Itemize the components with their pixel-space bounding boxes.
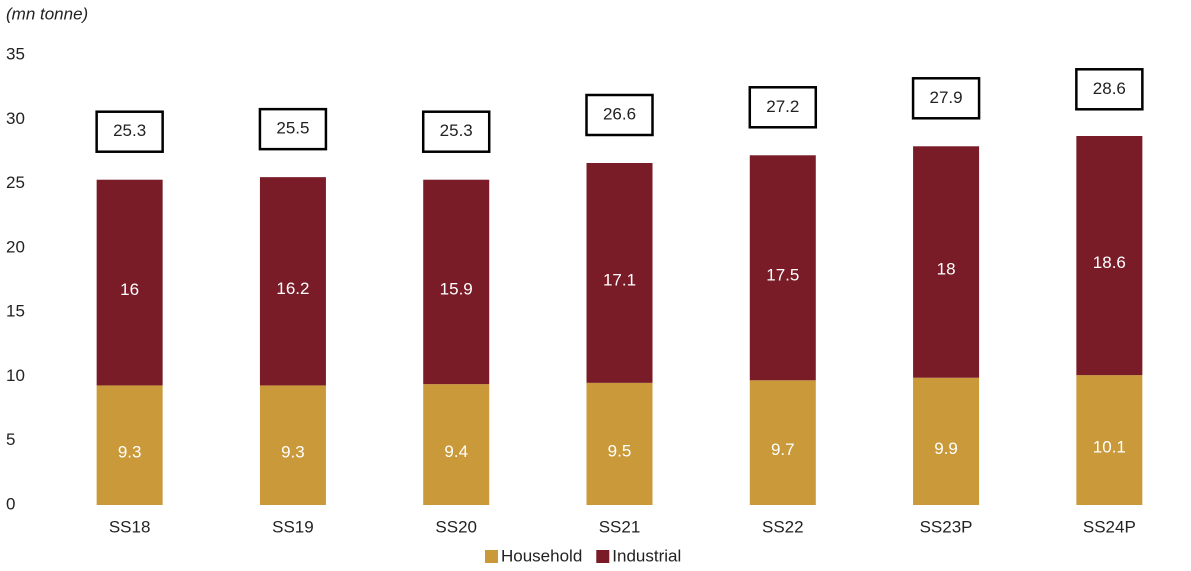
value-label: 17.1 bbox=[603, 270, 636, 289]
value-label: 9.9 bbox=[934, 439, 958, 458]
value-label: 16.2 bbox=[276, 279, 309, 298]
value-label: 15.9 bbox=[440, 279, 473, 298]
bar-segment bbox=[96, 179, 163, 386]
total-label: 28.6 bbox=[1093, 79, 1126, 98]
y-tick-label: 35 bbox=[6, 44, 25, 63]
value-label: 9.3 bbox=[281, 443, 305, 462]
total-box bbox=[585, 93, 654, 137]
value-label: 9.7 bbox=[771, 440, 795, 459]
total-box bbox=[748, 86, 818, 129]
x-tick-label: SS23P bbox=[920, 517, 973, 536]
bar-segment bbox=[259, 177, 326, 386]
total-label: 26.6 bbox=[603, 104, 636, 123]
x-tick-label: SS18 bbox=[109, 517, 151, 536]
y-tick-label: 25 bbox=[6, 173, 25, 192]
bar-segment bbox=[586, 163, 653, 383]
value-label: 9.4 bbox=[444, 442, 468, 461]
total-label: 25.3 bbox=[113, 121, 146, 140]
value-label: 18.6 bbox=[1093, 253, 1126, 272]
x-tick-label: SS24P bbox=[1083, 517, 1136, 536]
bar-segment bbox=[586, 382, 653, 505]
value-label: 9.3 bbox=[118, 443, 142, 462]
bar-segment bbox=[423, 384, 490, 505]
bar-segment bbox=[749, 380, 816, 505]
x-tick-label: SS21 bbox=[599, 517, 641, 536]
bar-segment bbox=[96, 385, 163, 505]
bar-segment bbox=[1076, 375, 1143, 505]
value-label: 10.1 bbox=[1093, 438, 1126, 457]
bar-segment bbox=[913, 146, 980, 378]
y-tick-label: 5 bbox=[6, 430, 15, 449]
y-tick-label: 30 bbox=[6, 109, 25, 128]
total-box bbox=[95, 110, 164, 153]
legend-label: Industrial bbox=[612, 546, 681, 565]
total-box bbox=[1075, 68, 1144, 111]
total-label: 25.3 bbox=[440, 121, 473, 140]
legend-label: Household bbox=[501, 546, 582, 565]
axis-label: (mn tonne) bbox=[6, 4, 88, 23]
bar-segment bbox=[423, 179, 490, 385]
value-label: 18 bbox=[937, 259, 956, 278]
total-box bbox=[911, 77, 981, 120]
y-tick-label: 20 bbox=[6, 237, 25, 256]
x-tick-label: SS19 bbox=[272, 517, 314, 536]
bar-segment bbox=[259, 385, 326, 505]
x-tick-label: SS20 bbox=[435, 517, 477, 536]
y-tick-label: 0 bbox=[6, 494, 15, 513]
total-box bbox=[421, 110, 491, 153]
x-tick-label: SS22 bbox=[762, 517, 804, 536]
value-label: 16 bbox=[120, 280, 139, 299]
y-tick-label: 15 bbox=[6, 302, 25, 321]
legend-swatch bbox=[596, 550, 610, 563]
value-label: 17.5 bbox=[766, 265, 799, 284]
bar-segment bbox=[913, 377, 980, 505]
total-label: 25.5 bbox=[276, 119, 309, 138]
bar-segment bbox=[1076, 136, 1143, 376]
bar-segment bbox=[749, 155, 816, 381]
legend-swatch bbox=[485, 550, 498, 563]
total-label: 27.9 bbox=[930, 88, 963, 107]
y-tick-label: 10 bbox=[6, 366, 25, 385]
total-box bbox=[258, 107, 328, 151]
value-label: 9.5 bbox=[608, 441, 632, 460]
total-label: 27.2 bbox=[766, 97, 799, 116]
